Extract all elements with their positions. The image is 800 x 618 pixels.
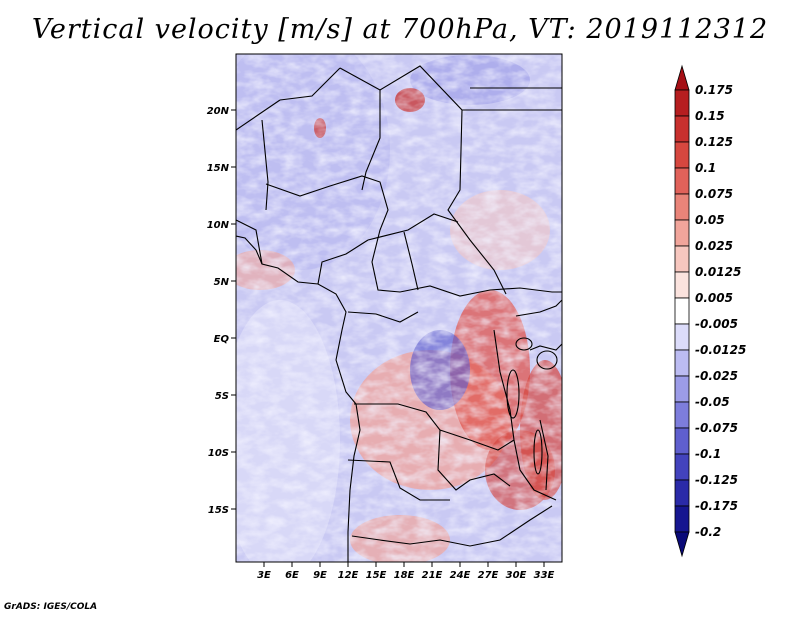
lakes: [506, 337, 558, 475]
colorbar-bin: [674, 193, 690, 221]
colorbar-label: 0.005: [695, 291, 733, 305]
colorbar-bin: [674, 401, 690, 429]
colorbar-bin: [674, 427, 690, 455]
colorbar-label: -0.175: [695, 499, 738, 513]
colorbar-label: 0.15: [695, 109, 725, 123]
lat-tick-label: EQ: [214, 334, 230, 345]
chart-title: Vertical velocity [m/s] at 700hPa, VT: 2…: [31, 14, 769, 45]
colorbar-label: 0.025: [695, 239, 733, 253]
colorbar-label: 0.05: [695, 213, 725, 227]
lat-tick-label: 10N: [207, 220, 230, 231]
lon-tick-label: 33E: [534, 570, 555, 581]
colorbar-label: -0.025: [695, 369, 738, 383]
colorbar: 0.175 0.15 0.125 0.1 0.075 0.05 0.025 0.0125 0.0…: [674, 64, 746, 558]
colorbar-bin: [674, 245, 690, 273]
colorbar-label: 0.075: [695, 187, 733, 201]
colorbar-bin: [674, 115, 690, 143]
lon-tick-label: 21E: [422, 570, 443, 581]
lat-tick-label: 15N: [207, 163, 230, 174]
colorbar-label: 0.1: [695, 161, 716, 175]
lat-tick-label: 10S: [208, 448, 229, 459]
lon-tick-label: 30E: [506, 570, 527, 581]
lon-tick-label: 12E: [338, 570, 359, 581]
map-frame: [235, 53, 563, 563]
lat-axis: 20N 15N 10N 5N EQ 5S 10S 15S: [207, 106, 236, 516]
lat-tick-label: 20N: [207, 106, 230, 117]
colorbar-label: 0.175: [695, 83, 733, 97]
lon-axis: 3E 6E 9E 12E 15E 18E 21E 24E 27E 30E 33E: [257, 562, 555, 581]
colorbar-bin: [674, 141, 690, 169]
colorbar-bin: [674, 505, 690, 533]
lon-tick-label: 9E: [313, 570, 327, 581]
colorbar-label: -0.005: [695, 317, 738, 331]
colorbar-arrow-bottom: [674, 531, 690, 558]
colorbar-label: 0.0125: [695, 265, 741, 279]
velocity-field: [236, 54, 562, 562]
colorbar-bin: [674, 89, 690, 117]
colorbar-label: -0.2: [695, 525, 721, 539]
colorbar-label: 0.125: [695, 135, 733, 149]
lon-tick-label: 15E: [366, 570, 387, 581]
colorbar-bin: [674, 375, 690, 403]
lat-tick-label: 5S: [215, 391, 229, 402]
colorbar-bin: [674, 167, 690, 195]
colorbar-bin: [674, 297, 690, 325]
colorbar-label: -0.0125: [695, 343, 746, 357]
grads-credit: GrADS: IGES/COLA: [4, 602, 98, 612]
colorbar-bin: [674, 453, 690, 481]
colorbar-bin: [674, 323, 690, 351]
colorbar-bin: [674, 349, 690, 377]
lon-tick-label: 6E: [285, 570, 299, 581]
colorbar-bin: [674, 479, 690, 507]
colorbar-arrow-top: [674, 64, 690, 91]
colorbar-label: -0.125: [695, 473, 738, 487]
lon-tick-label: 3E: [257, 570, 271, 581]
colorbar-bin: [674, 219, 690, 247]
lon-tick-label: 18E: [394, 570, 415, 581]
colorbar-label: -0.1: [695, 447, 721, 461]
lat-tick-label: 5N: [214, 277, 230, 288]
colorbar-bin: [674, 271, 690, 299]
lat-tick-label: 15S: [208, 505, 229, 516]
lon-tick-label: 27E: [478, 570, 499, 581]
lon-tick-label: 24E: [450, 570, 471, 581]
country-borders: [236, 65, 562, 562]
colorbar-label: -0.05: [695, 395, 730, 409]
colorbar-label: -0.075: [695, 421, 738, 435]
